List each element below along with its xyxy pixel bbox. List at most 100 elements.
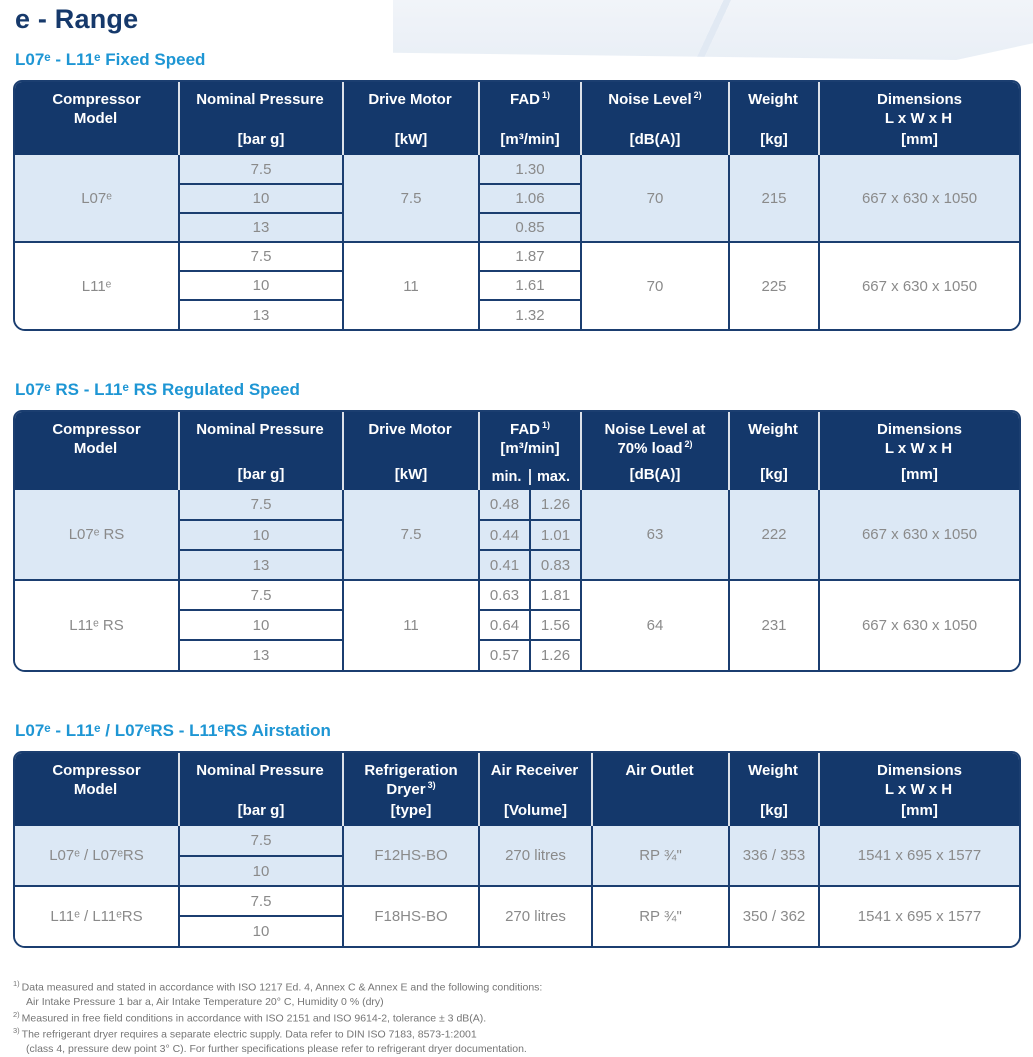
column-header-dimensions: Dimensions L x W x H [mm] — [818, 753, 1019, 826]
cell-weight: 222 — [728, 490, 819, 580]
cell-nominal-pressure: 7.5 — [178, 241, 343, 271]
column-header-fad-min: min. — [491, 469, 522, 485]
section-heading-regulated-speed: L07ᵉ RS - L11ᵉ RS Regulated Speed — [15, 380, 300, 399]
table-header-row: Compressor Model Nominal Pressure [bar g]… — [15, 412, 1019, 490]
cell-fad: 1.61 — [478, 270, 581, 300]
regulated-speed-table: Compressor Model Nominal Pressure [bar g]… — [13, 410, 1021, 672]
column-header-nominal-pressure: Nominal Pressure [bar g] — [178, 753, 343, 826]
table-row: 10 0.64 1.56 — [15, 609, 1019, 640]
column-header-fad-max: max. — [529, 469, 576, 485]
cell-drive-motor: 11 — [342, 579, 479, 670]
cell-fad-min: 0.57 — [478, 639, 530, 670]
cell-noise-level: 64 — [580, 579, 729, 670]
column-header-drive-motor: Drive Motor [kW] — [342, 412, 479, 490]
cell-fad-min: 0.41 — [478, 549, 530, 580]
footnotes: 1) Data measured and stated in accordance… — [13, 979, 1021, 1057]
cell-fad-min: 0.64 — [478, 609, 530, 640]
table-row: L07ᵉ 7.5 7.5 1.30 70 215 667 x 630 x 105… — [15, 155, 1019, 242]
column-header-nominal-pressure: Nominal Pressure [bar g] — [178, 82, 343, 155]
cell-air-receiver: 270 litres — [478, 885, 592, 946]
table-row: 13 0.41 0.83 — [15, 549, 1019, 580]
table-row: L07ᵉ / L07ᵉRS 7.5 F12HS-BO 270 litres RP… — [15, 826, 1019, 886]
cell-air-outlet: RP ¾" — [591, 826, 729, 886]
cell-air-receiver: 270 litres — [478, 826, 592, 886]
cell-compressor-model: L11ᵉ / L11ᵉRS — [15, 885, 179, 946]
cell-noise-level: 70 — [580, 241, 729, 329]
table-row: L07ᵉ RS 7.5 7.5 0.48 1.26 63 222 667 x 6… — [15, 490, 1019, 580]
cell-fad: 1.06 — [478, 183, 581, 213]
cell-nominal-pressure: 7.5 — [178, 155, 343, 184]
column-header-weight: Weight [kg] — [728, 82, 819, 155]
cell-weight: 215 — [728, 155, 819, 242]
table-row: L11ᵉ 7.5 11 1.87 70 225 667 x 630 x 1050 — [15, 241, 1019, 329]
cell-nominal-pressure: 7.5 — [178, 579, 343, 610]
row-group-l11e-airstation: L11ᵉ / L11ᵉRS 7.5 F18HS-BO 270 litres RP… — [15, 885, 1019, 946]
cell-nominal-pressure: 13 — [178, 212, 343, 242]
cell-nominal-pressure: 7.5 — [178, 826, 343, 856]
cell-fad-max: 1.81 — [529, 579, 581, 610]
cell-compressor-model: L07ᵉ / L07ᵉRS — [15, 826, 179, 886]
table-row: 10 0.44 1.01 — [15, 519, 1019, 550]
cell-drive-motor: 7.5 — [342, 155, 479, 242]
cell-weight: 350 / 362 — [728, 885, 819, 946]
cell-weight: 336 / 353 — [728, 826, 819, 886]
column-header-fad: FAD 1) [m³/min] min. max. — [478, 412, 581, 490]
background-decoration — [393, 0, 1033, 60]
footnote-line: 2) Measured in free field conditions in a… — [13, 1009, 487, 1025]
footnote-line: Air Intake Pressure 1 bar a, Air Intake … — [26, 996, 384, 1009]
cell-fad-min: 0.63 — [478, 579, 530, 610]
cell-noise-level: 63 — [580, 490, 729, 580]
column-header-noise-level: Noise Level 2) [dB(A)] — [580, 82, 729, 155]
table-row: 10 1.06 — [15, 183, 1019, 213]
cell-refrigeration-dryer: F18HS-BO — [342, 885, 479, 946]
cell-fad-min: 0.44 — [478, 519, 530, 550]
cell-nominal-pressure: 10 — [178, 270, 343, 300]
column-header-noise-level: Noise Level at 70% load 2) [dB(A)] — [580, 412, 729, 490]
cell-fad: 0.85 — [478, 212, 581, 242]
cell-weight: 225 — [728, 241, 819, 329]
table-row: 13 1.32 — [15, 299, 1019, 329]
table-row: L11ᵉ / L11ᵉRS 7.5 F18HS-BO 270 litres RP… — [15, 885, 1019, 946]
cell-noise-level: 70 — [580, 155, 729, 242]
cell-fad-max: 1.01 — [529, 519, 581, 550]
cell-nominal-pressure: 13 — [178, 299, 343, 329]
cell-compressor-model: L07ᵉ — [15, 155, 179, 242]
table-row: L11ᵉ RS 7.5 11 0.63 1.81 64 231 667 x 63… — [15, 579, 1019, 670]
cell-dimensions: 667 x 630 x 1050 — [818, 490, 1019, 580]
cell-dimensions: 1541 x 695 x 1577 — [818, 885, 1019, 946]
column-header-drive-motor: Drive Motor [kW] — [342, 82, 479, 155]
footnote-line: (class 4, pressure dew point 3° C). For … — [26, 1043, 527, 1056]
cell-nominal-pressure: 10 — [178, 855, 343, 886]
cell-dimensions: 1541 x 695 x 1577 — [818, 826, 1019, 886]
column-header-compressor-model: Compressor Model — [15, 753, 179, 826]
column-header-compressor-model: Compressor Model — [15, 82, 179, 155]
table-row: 10 1.61 — [15, 270, 1019, 300]
column-header-dimensions: Dimensions L x W x H [mm] — [818, 82, 1019, 155]
cell-dimensions: 667 x 630 x 1050 — [818, 155, 1019, 242]
cell-nominal-pressure: 13 — [178, 639, 343, 670]
cell-nominal-pressure: 10 — [178, 183, 343, 213]
cell-fad: 1.32 — [478, 299, 581, 329]
column-header-air-outlet: Air Outlet — [591, 753, 729, 826]
cell-nominal-pressure: 13 — [178, 549, 343, 580]
section-heading-airstation: L07ᵉ - L11ᵉ / L07ᵉRS - L11ᵉRS Airstation — [15, 721, 331, 740]
row-group-l07e-rs: L07ᵉ RS 7.5 7.5 0.48 1.26 63 222 667 x 6… — [15, 490, 1019, 580]
cell-nominal-pressure: 7.5 — [178, 885, 343, 916]
column-header-fad: FAD 1) [m³/min] — [478, 82, 581, 155]
table-header-row: Compressor Model Nominal Pressure [bar g]… — [15, 82, 1019, 155]
page-title: e - Range — [15, 4, 139, 34]
footnote-line: 3) The refrigerant dryer requires a separ… — [13, 1026, 477, 1041]
table-row: 10 — [15, 915, 1019, 946]
column-header-weight: Weight [kg] — [728, 753, 819, 826]
cell-compressor-model: L11ᵉ RS — [15, 579, 179, 670]
row-group-l07e-airstation: L07ᵉ / L07ᵉRS 7.5 F12HS-BO 270 litres RP… — [15, 826, 1019, 886]
cell-nominal-pressure: 10 — [178, 519, 343, 550]
cell-fad-max: 1.26 — [529, 639, 581, 670]
footnote-line: 1) Data measured and stated in accordance… — [13, 979, 543, 994]
cell-dimensions: 667 x 630 x 1050 — [818, 241, 1019, 329]
cell-nominal-pressure: 10 — [178, 609, 343, 640]
column-header-weight: Weight [kg] — [728, 412, 819, 490]
cell-weight: 231 — [728, 579, 819, 670]
cell-compressor-model: L11ᵉ — [15, 241, 179, 329]
